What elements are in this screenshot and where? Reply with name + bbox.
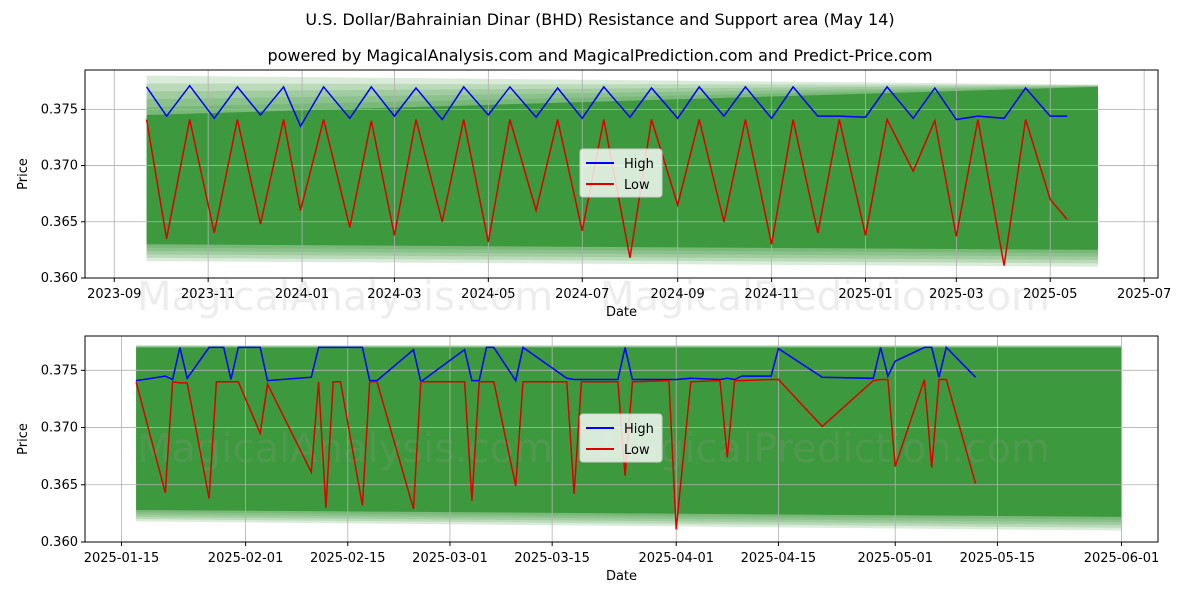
- series-line-low: [145, 117, 1068, 266]
- y-tick-label: 0.370: [41, 159, 78, 174]
- plot-frame: [84, 69, 1159, 279]
- x-tick-label: 2023-09: [87, 287, 141, 302]
- chart-panel-1: MagicalAnalysis.com MagicalPrediction.com…: [16, 69, 1171, 320]
- x-tick-label: 2025-01-15: [84, 551, 160, 566]
- legend-label-high: High: [624, 422, 654, 437]
- x-tick-label: 2025-05-01: [857, 551, 933, 566]
- y-tick-label: 0.360: [41, 535, 78, 550]
- chart-title: U.S. Dollar/Bahrainian Dinar (BHD) Resis…: [305, 10, 895, 29]
- y-tick-label: 0.360: [41, 271, 78, 286]
- x-tick-label: 2025-03: [929, 287, 983, 302]
- x-tick-label: 2024-09: [651, 287, 705, 302]
- watermark: MagicalAnalysis.com: [137, 274, 553, 320]
- x-tick-label: 2025-05-15: [960, 551, 1036, 566]
- watermark: MagicalPrediction.com: [600, 426, 1050, 472]
- x-axis-label: Date: [606, 569, 637, 584]
- series-line-high: [135, 345, 977, 384]
- x-tick-label: 2025-01: [838, 287, 892, 302]
- y-tick-label: 0.365: [41, 478, 78, 493]
- x-tick-label: 2025-02-15: [310, 551, 386, 566]
- y-axis-label: Price: [16, 423, 31, 455]
- legend-label-high: High: [624, 157, 654, 172]
- y-tick-label: 0.365: [41, 215, 78, 230]
- x-tick-label: 2025-05: [1023, 287, 1077, 302]
- x-tick-label: 2025-04-15: [741, 551, 817, 566]
- y-tick-label: 0.375: [41, 102, 78, 117]
- y-axis-label: Price: [16, 158, 31, 190]
- x-tick-label: 2025-03-15: [514, 551, 590, 566]
- x-tick-label: 2025-04-01: [638, 551, 714, 566]
- x-tick-label: 2024-05: [461, 287, 515, 302]
- legend-label-low: Low: [624, 178, 650, 193]
- legend: High Low: [579, 148, 663, 198]
- chart-panel-2: MagicalAnalysis.com MagicalPrediction.com…: [16, 335, 1160, 584]
- x-tick-label: 2024-03: [367, 287, 421, 302]
- series-line-high: [145, 84, 1068, 128]
- x-tick-label: 2023-11: [181, 287, 235, 302]
- x-tick-label: 2024-07: [555, 287, 609, 302]
- y-tick-label: 0.370: [41, 421, 78, 436]
- x-tick-label: 2025-06-01: [1084, 551, 1160, 566]
- watermark: MagicalPrediction.com: [600, 274, 1050, 320]
- series-line-low: [135, 378, 977, 530]
- y-tick-label: 0.375: [41, 363, 78, 378]
- x-tick-label: 2025-07: [1117, 287, 1171, 302]
- legend-label-low: Low: [624, 443, 650, 458]
- x-tick-label: 2025-03-01: [412, 551, 488, 566]
- x-axis-label: Date: [606, 305, 637, 320]
- x-tick-label: 2024-01: [275, 287, 329, 302]
- watermark: MagicalAnalysis.com: [137, 426, 553, 472]
- legend: High Low: [579, 413, 663, 463]
- chart-subtitle: powered by MagicalAnalysis.com and Magic…: [267, 46, 933, 65]
- plot-frame: [84, 335, 1159, 543]
- x-tick-label: 2024-11: [744, 287, 798, 302]
- x-tick-label: 2025-02-01: [208, 551, 284, 566]
